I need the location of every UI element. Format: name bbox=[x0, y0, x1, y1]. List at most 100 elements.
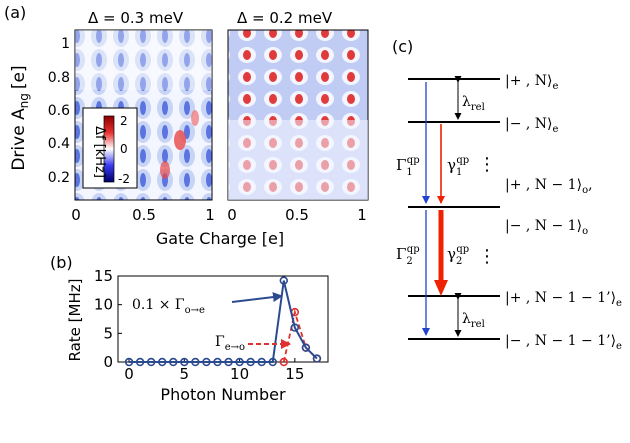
vdots-top: ⋮ bbox=[478, 154, 496, 175]
lambda-label-bottom: λrel bbox=[462, 311, 485, 330]
lambda-bottom-main: λ bbox=[462, 311, 471, 327]
annotation-red-main: Γ bbox=[215, 334, 225, 350]
annotation-red: Γe→o bbox=[215, 334, 245, 353]
data-point bbox=[135, 357, 145, 367]
annotation-blue-sub: o→e bbox=[185, 305, 205, 316]
x-tick-left-1: 1 bbox=[205, 206, 215, 224]
y-tick-0.6: 0.6 bbox=[48, 103, 70, 119]
colorbar-tick-mid: 0 bbox=[120, 142, 128, 156]
panel-a-ylabel-main: Drive A bbox=[9, 108, 29, 171]
x-tick-label: 15 bbox=[285, 365, 304, 383]
ket-plus-N-main: |+ , N⟩ bbox=[505, 73, 553, 89]
y-tick-label: 10 bbox=[94, 296, 113, 314]
small-gamma2-sup: qp bbox=[456, 244, 469, 255]
data-point bbox=[257, 357, 266, 367]
ket-minus-N-main: |− , N⟩ bbox=[505, 116, 553, 132]
heatmap-right bbox=[227, 29, 369, 201]
data-point bbox=[180, 357, 189, 367]
y-tick-label: 15 bbox=[94, 267, 113, 285]
colorbar-tick-bottom: -2 bbox=[118, 172, 130, 186]
small-gamma1-main: γ bbox=[447, 156, 456, 174]
data-point bbox=[235, 357, 244, 367]
panel-a-ylabel-sub: ng bbox=[17, 93, 31, 108]
gamma1-label: Γ1qp bbox=[396, 155, 420, 178]
y-tick-label: 0 bbox=[103, 353, 113, 371]
vdots-bottom: ⋮ bbox=[478, 246, 496, 267]
data-point bbox=[158, 357, 167, 367]
gamma2-sup: qp bbox=[407, 244, 420, 255]
panel-b-plot: 0 5 10 15 0 5 10 15 bbox=[94, 267, 322, 383]
data-point bbox=[268, 357, 277, 367]
small-gamma1-label: γ1qp bbox=[447, 155, 469, 178]
annotation-blue-main: 0.1 × Γ bbox=[132, 297, 185, 313]
ket-plus-N-1-main: |+ , N − 1⟩ bbox=[505, 177, 582, 193]
ket-plus-N: |+ , N⟩e bbox=[505, 73, 559, 92]
annotation-red-sub: e→o bbox=[225, 342, 245, 353]
small-gamma1-sub: 1 bbox=[456, 167, 462, 178]
x-tick-label: 10 bbox=[230, 365, 249, 383]
x-tick-label: 5 bbox=[180, 365, 190, 383]
data-point bbox=[124, 357, 134, 367]
small-gamma2-sub: 2 bbox=[456, 256, 462, 267]
panel-b-label: (b) bbox=[50, 253, 73, 272]
y-tick-label: 5 bbox=[103, 324, 113, 342]
gamma2-sub: 2 bbox=[406, 256, 412, 267]
data-point bbox=[202, 357, 211, 367]
ket-minus-N-1-main: |− , N − 1⟩ bbox=[505, 218, 582, 234]
annotation-blue-arrow bbox=[231, 292, 283, 303]
colorbar-tick-top: 2 bbox=[120, 114, 128, 128]
data-point bbox=[279, 357, 288, 367]
ket-plus-N-1-1: |+ , N − 1 − 1’⟩e bbox=[505, 290, 622, 309]
panel-c-label: (c) bbox=[392, 37, 413, 56]
small-gamma2-label: γ2qp bbox=[447, 244, 469, 267]
ket-plus-N-1-1-sub: e bbox=[616, 298, 622, 309]
x-tick-right-0: 0 bbox=[227, 206, 237, 224]
ket-minus-N-sub: e bbox=[553, 124, 559, 135]
lambda-top-sub: rel bbox=[471, 102, 485, 113]
x-tick-left-0: 0 bbox=[71, 206, 81, 224]
panel-b-ylabel: Rate [MHz] bbox=[66, 279, 84, 362]
panel-a: (a) Δ = 0.3 meV Δ = 0.2 meV Δf [kHz] 2 0… bbox=[4, 3, 369, 248]
lambda-bottom-sub: rel bbox=[471, 319, 485, 330]
small-gamma2-main: γ bbox=[447, 245, 456, 263]
ket-plus-N-1-tail: , bbox=[588, 177, 592, 193]
lambda-top-main: λ bbox=[462, 94, 471, 110]
data-point bbox=[246, 357, 255, 367]
colorbar-label: Δf [kHz] bbox=[92, 126, 107, 178]
y-tick-0.2: 0.2 bbox=[48, 170, 70, 186]
panel-b: (b) 0 5 10 15 0 5 10 15 Rate [MHz] Photon Numbe… bbox=[50, 253, 329, 404]
gamma1-main: Γ bbox=[396, 156, 406, 174]
panel-a-ylabel-unit: [e] bbox=[9, 65, 29, 89]
small-gamma1-sup: qp bbox=[456, 155, 469, 166]
data-point bbox=[312, 354, 322, 363]
colorbar: Δf [kHz] 2 0 -2 bbox=[82, 107, 138, 189]
panel-a-xlabel: Gate Charge [e] bbox=[156, 229, 284, 248]
y-tick-1: 1 bbox=[61, 36, 70, 52]
panel-a-ylabel: Drive Ang [e] bbox=[9, 65, 31, 170]
x-tick-left-0.5: 0.5 bbox=[132, 206, 156, 224]
x-tick-label: 0 bbox=[124, 365, 134, 383]
y-tick-0.8: 0.8 bbox=[48, 70, 70, 86]
y-tick-0.4: 0.4 bbox=[48, 136, 70, 152]
panel-c: (c) |+ , N⟩e |− , N⟩e |+ , N − 1⟩o, |− ,… bbox=[392, 37, 622, 352]
lambda-label-top: λrel bbox=[462, 94, 485, 113]
series-line bbox=[129, 280, 318, 363]
data-point bbox=[146, 357, 156, 367]
ket-minus-N-1-sub: o bbox=[582, 226, 588, 237]
ket-plus-N-sub: e bbox=[553, 81, 559, 92]
ket-minus-N-1-1: |− , N − 1 − 1’⟩e bbox=[505, 333, 622, 352]
x-tick-right-1: 1 bbox=[357, 206, 367, 224]
data-point bbox=[224, 357, 233, 367]
data-point bbox=[279, 276, 288, 285]
data-point bbox=[169, 357, 178, 367]
ket-minus-N: |− , N⟩e bbox=[505, 116, 559, 135]
data-point bbox=[301, 343, 311, 352]
ket-minus-N-1-1-sub: e bbox=[616, 341, 622, 352]
panel-a-right-title: Δ = 0.2 meV bbox=[237, 9, 333, 27]
x-tick-right-0.5: 0.5 bbox=[285, 206, 309, 224]
ket-minus-N-1-1-main: |− , N − 1 − 1’⟩ bbox=[505, 333, 616, 349]
panel-a-left-title: Δ = 0.3 meV bbox=[88, 9, 184, 27]
ket-plus-N-1-sub: o bbox=[582, 185, 588, 196]
gamma2-label: Γ2qp bbox=[396, 244, 420, 267]
